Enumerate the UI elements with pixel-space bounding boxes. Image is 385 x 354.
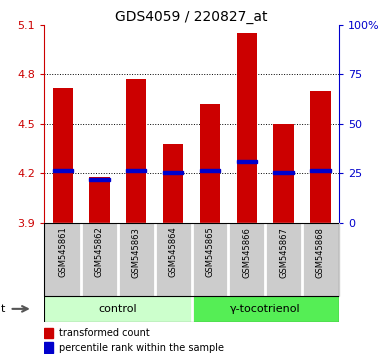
Title: GDS4059 / 220827_at: GDS4059 / 220827_at xyxy=(115,10,268,24)
Bar xyxy=(53,87,73,223)
Bar xyxy=(44,342,53,353)
Bar xyxy=(200,169,220,172)
Bar xyxy=(302,223,339,296)
Bar xyxy=(89,177,110,223)
Bar xyxy=(265,223,302,296)
Bar xyxy=(237,160,257,164)
Bar xyxy=(237,33,257,223)
Text: GSM545865: GSM545865 xyxy=(206,227,214,278)
Bar xyxy=(310,91,330,223)
Bar xyxy=(163,171,183,174)
Text: GSM545862: GSM545862 xyxy=(95,227,104,278)
Bar xyxy=(89,178,110,181)
Bar xyxy=(126,79,146,223)
Text: GSM545861: GSM545861 xyxy=(58,227,67,278)
Bar xyxy=(53,169,73,172)
Text: GSM545868: GSM545868 xyxy=(316,227,325,278)
Bar xyxy=(44,328,53,338)
Bar xyxy=(163,144,183,223)
Text: GSM545863: GSM545863 xyxy=(132,227,141,278)
Bar xyxy=(273,171,294,174)
Text: GSM545866: GSM545866 xyxy=(242,227,251,278)
Bar xyxy=(200,104,220,223)
Bar xyxy=(310,169,330,172)
Text: GSM545864: GSM545864 xyxy=(169,227,177,278)
Text: control: control xyxy=(99,304,137,314)
Bar xyxy=(155,223,192,296)
Bar xyxy=(228,223,265,296)
Bar xyxy=(118,223,155,296)
Bar xyxy=(192,296,339,322)
Text: agent: agent xyxy=(0,304,6,314)
Bar xyxy=(44,296,192,322)
Text: γ-tocotrienol: γ-tocotrienol xyxy=(230,304,300,314)
Bar xyxy=(192,223,228,296)
Text: GSM545867: GSM545867 xyxy=(279,227,288,278)
Bar xyxy=(273,124,294,223)
Text: percentile rank within the sample: percentile rank within the sample xyxy=(59,343,224,353)
Bar xyxy=(44,223,81,296)
Bar xyxy=(126,169,146,172)
Text: transformed count: transformed count xyxy=(59,328,150,338)
Bar xyxy=(81,223,118,296)
